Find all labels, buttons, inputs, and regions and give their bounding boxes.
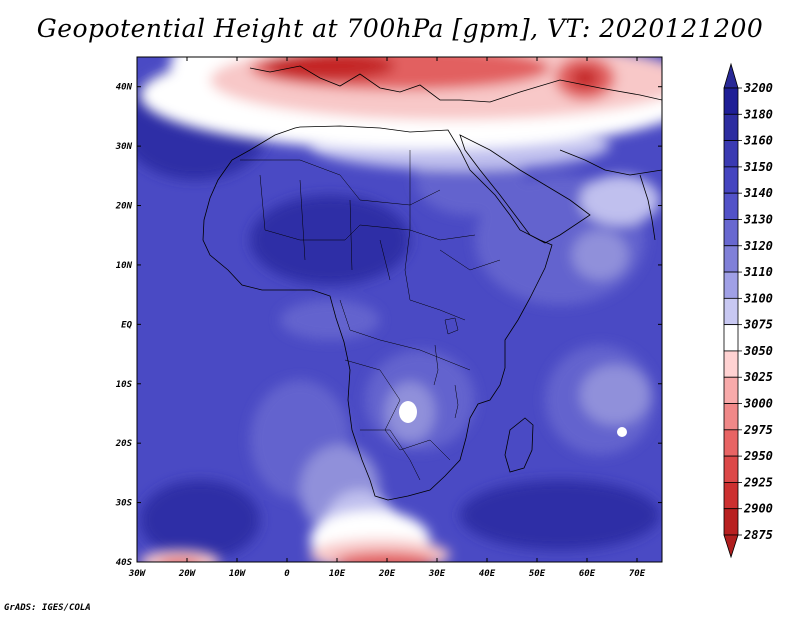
iran-coast [559, 149, 662, 176]
colorbar-segment [723, 350, 739, 378]
lat-tick-label: 40N [116, 83, 133, 93]
trough-southwest-red [159, 558, 201, 562]
white-spot-mauritius [617, 427, 627, 437]
lon-tick-label: 30W [128, 569, 147, 579]
colorbar-segment [723, 192, 739, 220]
border [240, 159, 441, 206]
lon-tick-label: 40E [479, 569, 496, 579]
lon-tick-label: 20E [378, 569, 396, 579]
pale-center-arabian-sea [572, 230, 628, 280]
plot-frame [136, 56, 663, 563]
trough-caspian-core [571, 68, 599, 88]
trough-southwest-pink [140, 550, 220, 562]
lon-tick-label: 60E [579, 569, 596, 579]
colorbar-label: 3130 [743, 212, 773, 226]
madagascar [504, 417, 534, 473]
colorbar-segment [723, 482, 739, 510]
colorbar-label: 2875 [743, 528, 773, 542]
height-field [137, 57, 662, 562]
colorbar-segment [723, 87, 739, 115]
country-borders [240, 150, 501, 481]
lat-tick-label: 40S [116, 558, 133, 568]
high-south-atlantic [140, 480, 260, 560]
pale-band-northeast [580, 175, 660, 225]
india-west-coast [639, 174, 656, 241]
colorbar-label: 3075 [743, 318, 773, 332]
lat-tick-label: 20S [115, 439, 133, 449]
colorbar-segment [723, 508, 739, 536]
lon-tick-label: 10E [329, 569, 346, 579]
trough-mediterranean-core [265, 57, 395, 80]
border [299, 179, 501, 281]
lat-tick-label: 10S [116, 380, 133, 390]
colorbar-label: 3100 [743, 291, 773, 305]
colorbar-segment [723, 166, 739, 194]
lake-victoria [444, 317, 459, 335]
colorbar-label: 3050 [743, 344, 773, 358]
colorbar-segment [723, 324, 739, 352]
colorbar: 3200 3180 3160 3150 3140 3130 3120 3110 3100 3075… [723, 62, 773, 559]
chart-title: Geopotential Height at 700hPa [gpm], VT:… [36, 14, 764, 43]
coastlines [202, 65, 662, 501]
high-south-indian [460, 480, 660, 550]
grads-credit: GrADS: IGES/COLA [4, 603, 91, 613]
colorbar-segment [723, 219, 739, 247]
colorbar-segment [723, 429, 739, 457]
lon-tick-label: 0 [284, 569, 290, 579]
colorbar-label: 2950 [743, 449, 773, 463]
colorbar-label: 3025 [743, 370, 773, 384]
lat-tick-label: 10N [116, 261, 133, 271]
lat-tick-label: EQ [121, 320, 132, 330]
colorbar-top-arrow [723, 62, 739, 89]
lon-tick-label: 20W [178, 569, 197, 579]
longitude-axis: 30W 20W 10W 0 10E 20E 30E 40E 50E 60E 70E [128, 57, 646, 579]
colorbar-segment [723, 113, 739, 141]
lake-tanganyika [433, 344, 439, 386]
colorbar-segment [723, 297, 739, 326]
colorbar-label: 3150 [743, 160, 773, 174]
colorbar-label: 2925 [743, 475, 773, 489]
colorbar-label: 2975 [743, 423, 773, 437]
lon-tick-label: 30E [428, 569, 446, 579]
colorbar-label: 3200 [743, 81, 773, 95]
colorbar-segment [723, 271, 739, 299]
africa-coastline [202, 125, 553, 501]
colorbar-segment [723, 403, 739, 431]
colorbar-bottom-arrow [723, 534, 739, 559]
band-gulf-guinea [280, 300, 380, 340]
border [339, 299, 471, 371]
border [259, 174, 476, 241]
colorbar-label: 3120 [743, 239, 773, 253]
lon-tick-label: 10W [229, 569, 247, 579]
colorbar-label: 3000 [743, 397, 773, 411]
colorbar-segment [723, 140, 739, 168]
lon-tick-label: 50E [529, 569, 546, 579]
pale-center-indian [580, 365, 650, 425]
colorbar-segment [723, 376, 739, 404]
lat-tick-label: 20N [115, 202, 133, 212]
arabian-peninsula [459, 134, 591, 244]
border [404, 150, 466, 321]
colorbar-label: 3140 [743, 186, 773, 200]
colorbar-label: 3180 [743, 107, 773, 121]
colorbar-label: 2900 [743, 502, 773, 516]
colorbar-segment [723, 455, 739, 483]
lake-malawi [454, 384, 459, 419]
colorbar-label: 3160 [743, 134, 773, 148]
colorbar-segment [723, 245, 739, 273]
white-spot-angola [399, 401, 417, 423]
latitude-axis: 40N 30N 20N 10N EQ 10S 20S 30S 40S [115, 83, 662, 568]
europe-coast [249, 65, 662, 103]
lon-tick-label: 70E [629, 569, 646, 579]
lat-tick-label: 30N [115, 142, 133, 152]
colorbar-label: 3110 [743, 265, 773, 279]
border [360, 429, 421, 481]
trough-south-red [335, 552, 435, 562]
lat-tick-label: 30S [115, 499, 133, 509]
